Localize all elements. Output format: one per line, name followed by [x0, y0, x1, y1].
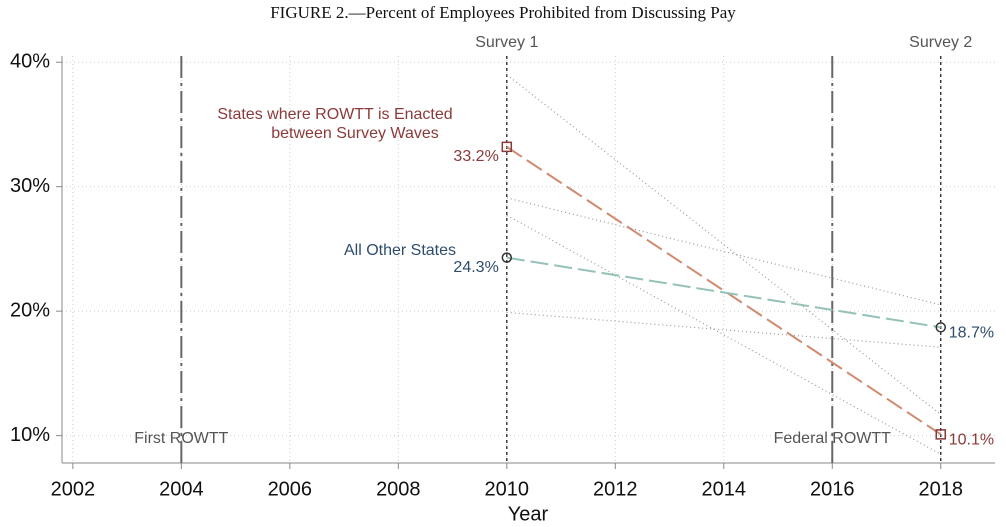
confidence-bound — [506, 197, 941, 306]
x-tick-label: 2014 — [702, 478, 747, 500]
y-tick-label: 40% — [10, 51, 50, 73]
y-tick-label: 20% — [10, 299, 50, 321]
x-tick-label: 2008 — [376, 478, 421, 500]
marker — [501, 141, 513, 153]
x-tick-label: 2018 — [919, 478, 964, 500]
x-tick-label: 2006 — [268, 478, 313, 500]
marker — [935, 429, 947, 440]
reference-label: First ROWTT — [134, 430, 228, 447]
series-label: All Other States — [344, 242, 456, 259]
chart-title: FIGURE 2.—Percent of Employees Prohibite… — [270, 3, 736, 22]
x-tick-label: 2012 — [593, 478, 638, 500]
data-label: 24.3% — [453, 259, 498, 276]
marker — [501, 252, 513, 263]
reference-label: Survey 2 — [909, 34, 972, 51]
reference-label: Survey 1 — [475, 34, 538, 51]
x-tick-label: 2010 — [485, 478, 530, 500]
series-label: between Survey Waves — [271, 125, 438, 142]
y-tick-label: 30% — [10, 175, 50, 197]
confidence-bound — [506, 311, 941, 348]
x-tick-label: 2004 — [159, 478, 204, 500]
data-label: 18.7% — [949, 325, 994, 342]
y-tick-label: 10% — [10, 424, 50, 446]
x-tick-label: 2002 — [51, 478, 96, 500]
series-line — [506, 146, 942, 436]
marker — [935, 322, 947, 333]
data-label: 33.2% — [453, 148, 498, 165]
x-axis-label: Year — [508, 503, 549, 525]
series-label: States where ROWTT is Enacted — [217, 106, 452, 123]
confidence-bound — [506, 214, 942, 455]
data-label: 10.1% — [949, 432, 994, 449]
reference-label: Federal ROWTT — [774, 430, 892, 447]
x-tick-label: 2016 — [810, 478, 855, 500]
series-line — [506, 256, 941, 329]
